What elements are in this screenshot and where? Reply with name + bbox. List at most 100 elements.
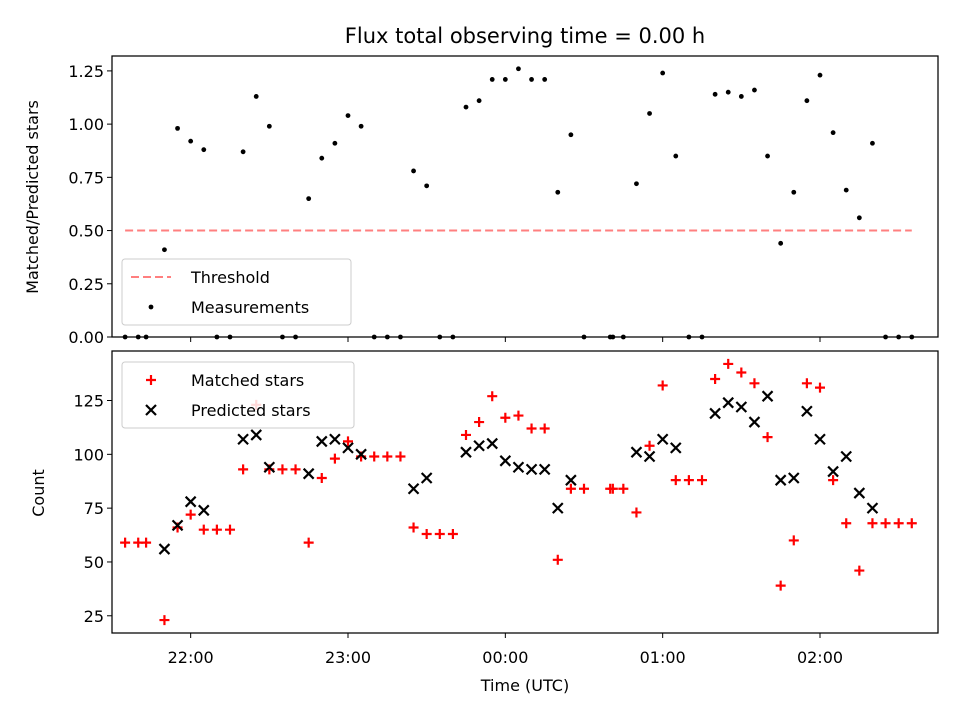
measurement-point — [555, 189, 561, 195]
predicted-star-point — [198, 504, 210, 517]
measurement-point — [463, 104, 469, 110]
matched-star-point — [369, 451, 380, 462]
ratio-y-tick-label: 1.00 — [68, 115, 104, 134]
chart-title: Flux total observing time = 0.00 h — [345, 24, 705, 48]
measurement-point — [319, 155, 325, 161]
ratio-marks — [122, 66, 915, 340]
measurement-point — [791, 189, 797, 195]
count-y-tick-label: 100 — [73, 445, 104, 464]
predicted-star-point — [814, 433, 826, 446]
predicted-star-point — [643, 450, 656, 463]
measurement-point — [712, 91, 718, 97]
predicted-star-point — [355, 448, 367, 461]
matched-star-point — [762, 432, 773, 443]
predicted-star-point — [709, 407, 721, 420]
measurement-point — [856, 215, 862, 221]
legend-predicted-label: Predicted stars — [191, 401, 311, 420]
matched-star-point — [461, 429, 471, 440]
predicted-star-point — [420, 472, 433, 484]
predicted-star-point — [460, 446, 472, 458]
measurement-point — [725, 89, 731, 95]
measurement-point — [476, 98, 482, 104]
count-y-axis-label: Count — [29, 469, 48, 517]
matched-star-point — [316, 473, 327, 484]
matched-star-point — [382, 451, 393, 462]
count-y-tick-label: 25 — [84, 607, 104, 626]
matched-star-point — [697, 475, 707, 486]
ratio-axes: 0.00 0.25 0.50 0.75 1.00 1.25 — [68, 62, 821, 347]
matched-star-point — [618, 483, 629, 494]
measurement-point — [516, 66, 521, 72]
measurement-point — [673, 153, 679, 159]
ratio-legend: Threshold Measurements — [121, 258, 352, 326]
measurement-point — [502, 77, 508, 82]
predicted-star-point — [552, 502, 564, 514]
predicted-star-point — [853, 487, 866, 499]
matched-star-point — [644, 440, 655, 451]
predicted-star-point — [866, 502, 879, 514]
predicted-star-point — [316, 435, 328, 448]
measurement-point — [424, 183, 430, 189]
predicted-star-point — [407, 482, 420, 495]
legend-predicted-swatch — [145, 404, 157, 416]
matched-star-point — [290, 464, 301, 475]
measurement-point — [253, 94, 259, 99]
measurement-point — [358, 123, 364, 129]
count-plot-frame — [111, 350, 939, 634]
matched-star-point — [631, 507, 642, 518]
x-axis-label: Time (UTC) — [480, 676, 569, 695]
measurement-point — [201, 147, 207, 153]
measurement-point — [266, 123, 272, 129]
matched-star-point — [225, 524, 235, 535]
legend-measurements-label: Measurements — [191, 298, 309, 317]
matched-star-point — [723, 358, 734, 369]
matched-star-point — [607, 483, 618, 494]
measurement-point — [162, 247, 167, 253]
measurement-point — [830, 130, 836, 136]
matched-star-point — [828, 475, 839, 486]
count-plot: 25 50 75 100 125 22:00 23:00 00:00 01:00 02:00 Co… — [29, 350, 939, 695]
matched-star-point — [141, 537, 152, 548]
x-tick-label: 23:00 — [325, 648, 371, 667]
ratio-y-tick-label: 0.50 — [68, 222, 104, 241]
predicted-star-point — [538, 463, 551, 476]
measurement-point — [765, 153, 770, 159]
matched-star-point — [552, 554, 563, 565]
measurement-point — [240, 149, 246, 155]
matched-star-point — [775, 580, 786, 591]
x-tick-label: 22:00 — [168, 648, 214, 667]
matched-star-point — [277, 464, 288, 475]
ratio-y-tick-label: 1.25 — [68, 62, 104, 81]
matched-star-point — [683, 475, 694, 486]
matched-star-point — [788, 535, 799, 546]
predicted-star-point — [735, 401, 748, 413]
predicted-star-point — [827, 465, 839, 478]
ratio-y-tick-label: 0.00 — [68, 328, 104, 347]
matched-star-point — [329, 453, 340, 464]
predicted-star-point — [263, 461, 276, 474]
measurement-point — [634, 181, 639, 187]
measurement-point — [568, 132, 574, 138]
measurement-point — [345, 113, 351, 119]
predicted-star-point — [761, 390, 774, 402]
matched-star-point — [893, 518, 904, 529]
matched-star-point — [579, 483, 589, 494]
legend-measurements-swatch — [148, 304, 154, 310]
matched-star-point — [343, 436, 353, 447]
predicted-star-point — [630, 446, 643, 458]
matched-star-point — [303, 537, 314, 548]
matched-star-point — [906, 518, 917, 529]
ratio-y-tick-label: 0.75 — [68, 168, 104, 187]
predicted-star-point — [774, 474, 787, 486]
matched-star-point — [710, 373, 721, 384]
measurement-point — [870, 140, 875, 146]
predicted-star-point — [840, 450, 852, 463]
matched-star-point — [120, 537, 131, 548]
predicted-star-point — [525, 463, 538, 476]
matched-star-point — [867, 518, 878, 529]
count-axes: 25 50 75 100 125 22:00 23:00 00:00 01:00 02:00 — [73, 392, 843, 667]
matched-star-point — [408, 522, 419, 533]
measurement-point — [752, 87, 757, 93]
x-tick-label: 02:00 — [797, 648, 843, 667]
